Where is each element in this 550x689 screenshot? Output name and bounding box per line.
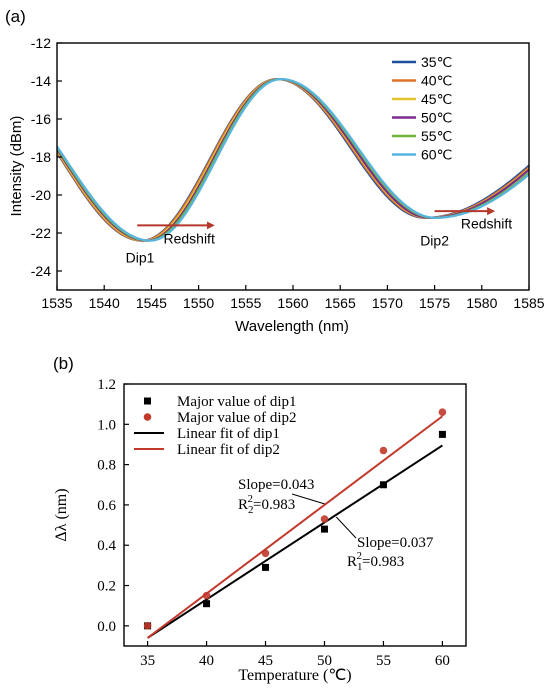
r-base: R xyxy=(238,497,248,513)
y-tick-label: -16 xyxy=(31,111,51,127)
legend-label: 55℃ xyxy=(421,128,452,144)
x-tick-label: 40 xyxy=(199,653,214,669)
fit-line-dip2 xyxy=(146,415,444,639)
panel-b-label: (b) xyxy=(53,354,74,373)
legend-label: Linear fit of dip1 xyxy=(177,426,280,442)
x-tick-label: 60 xyxy=(435,653,450,669)
dip2-point xyxy=(438,408,447,417)
spectrum-curves xyxy=(57,77,529,242)
plot-a-legend: 35℃ 40℃ 45℃ 50℃ 55℃ 60℃ xyxy=(392,54,452,163)
x-tick-label: 1575 xyxy=(419,295,450,311)
spectrum-line-1 xyxy=(57,77,529,242)
spectrum-line-4 xyxy=(57,78,529,242)
fit-line-dip1 xyxy=(147,444,443,639)
legend-label: 60℃ xyxy=(421,147,452,163)
x-tick-label: 1580 xyxy=(466,295,497,311)
x-tick-label: 1545 xyxy=(136,295,167,311)
y-tick-label: -22 xyxy=(31,225,51,241)
annotation-label: Redshift xyxy=(163,231,214,247)
panel-a: (a) 1535 1540 1545 1550 1555 1560 1565 1570 1575… xyxy=(5,7,545,335)
plot-a-ylabel: Intensity (dBm) xyxy=(8,116,25,217)
annotation-label: Dip2 xyxy=(420,233,449,249)
plot-b-ylabel: Δλ (nm) xyxy=(53,488,70,541)
r-sub: 2 xyxy=(248,504,254,516)
x-tick-label: 1585 xyxy=(513,295,544,311)
y-tick-label: 0.8 xyxy=(97,458,116,474)
y-tick-label: 0.4 xyxy=(97,538,116,554)
dip1-point xyxy=(262,563,270,571)
fit-lines xyxy=(146,415,444,639)
r-sup: 2 xyxy=(357,550,363,562)
slope-dip2-label: Slope=0.043 xyxy=(238,477,314,493)
y-tick-label: 0.0 xyxy=(97,619,116,635)
x-tick-label: 1560 xyxy=(277,295,308,311)
slope-dip2-pointer xyxy=(291,493,325,505)
x-tick-label: 55 xyxy=(376,653,391,669)
slope-dip1-label: Slope=0.037 xyxy=(357,535,434,551)
y-tick-label: 1.0 xyxy=(97,417,116,433)
spectrum-line-3 xyxy=(57,77,529,242)
legend-marker-square xyxy=(144,397,151,405)
legend-label: Major value of dip1 xyxy=(177,394,297,410)
y-tick-label: -20 xyxy=(31,187,51,203)
x-tick-label: 1570 xyxy=(372,295,403,311)
dip2-point xyxy=(261,549,270,558)
x-tick-label: 1565 xyxy=(325,295,356,311)
annotation-label: Dip1 xyxy=(126,250,155,266)
r-squared-label: R12=0.983 xyxy=(347,550,404,573)
y-tick-label: 0.2 xyxy=(97,579,116,595)
plot-a-ticks: 1535 1540 1545 1550 1555 1560 1565 1570 1575 1580… xyxy=(31,35,545,311)
panel-b: (b) 35 40 45 50 55 60 0.0 0.2 0.4 0.6 0.8 1.0 1.2 Ma… xyxy=(53,354,467,684)
x-tick-label: 45 xyxy=(258,653,273,669)
r-sub: 1 xyxy=(357,561,363,573)
dip1-point xyxy=(379,481,387,489)
dip2-point xyxy=(202,591,211,600)
r-value: =0.983 xyxy=(362,554,404,570)
r-base: R xyxy=(347,554,357,570)
data-points xyxy=(143,408,447,630)
legend-marker-circle xyxy=(143,413,152,421)
spectrum-line-6 xyxy=(57,77,529,242)
x-tick-label: 1555 xyxy=(230,295,261,311)
plot-a-annotations: Dip1 Redshift Dip2 Redshift xyxy=(126,207,512,266)
dip2-point xyxy=(320,515,329,523)
dip1-point xyxy=(320,525,328,533)
y-tick-label: 0.6 xyxy=(97,498,116,514)
x-tick-label: 1535 xyxy=(41,295,72,311)
y-tick-label: -24 xyxy=(31,263,51,279)
x-tick-label: 1550 xyxy=(183,295,214,311)
spectrum-line-5 xyxy=(57,78,529,242)
x-tick-label: 35 xyxy=(140,653,155,669)
y-tick-label: -12 xyxy=(31,35,51,51)
legend-label: 45℃ xyxy=(421,91,452,107)
y-tick-label: 1.2 xyxy=(97,377,116,393)
dip2-point xyxy=(379,446,388,455)
legend-label: Major value of dip2 xyxy=(177,410,297,426)
dip1-point xyxy=(438,430,446,438)
plot-a-xlabel: Wavelength (nm) xyxy=(235,318,349,335)
x-tick-label: 1540 xyxy=(89,295,120,311)
r-sup: 2 xyxy=(248,493,254,505)
legend-label: 50℃ xyxy=(421,110,452,126)
plot-b-xlabel: Temperature (℃) xyxy=(238,667,351,684)
y-tick-label: -14 xyxy=(31,73,51,89)
slope-dip1-pointer xyxy=(335,516,357,539)
legend-label: 35℃ xyxy=(421,54,452,70)
r-squared-label: R22=0.983 xyxy=(238,493,295,516)
plot-b-frame xyxy=(123,383,467,647)
y-tick-label: -18 xyxy=(31,149,51,165)
r-value: =0.983 xyxy=(253,497,295,513)
legend-label: Linear fit of dip2 xyxy=(177,442,280,458)
panel-a-label: (a) xyxy=(5,7,26,26)
dip2-point xyxy=(143,622,152,630)
legend-label: 40℃ xyxy=(421,73,452,89)
x-tick-label: 50 xyxy=(317,653,332,669)
spectrum-line-2 xyxy=(57,78,529,242)
annotation-label: Redshift xyxy=(461,216,512,232)
dip1-point xyxy=(203,600,211,608)
plot-b-ticks: 35 40 45 50 55 60 0.0 0.2 0.4 0.6 0.8 1.0 1.2 xyxy=(97,377,450,669)
